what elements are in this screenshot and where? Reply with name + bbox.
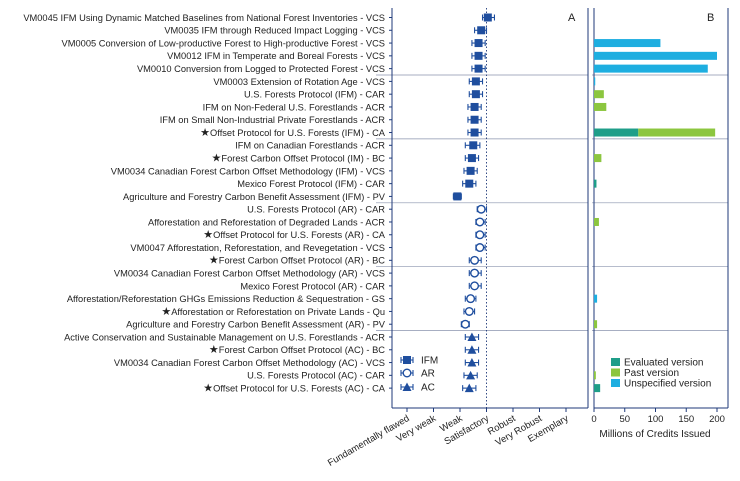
row-label: ★Offset Protocol for U.S. Forests (AC) -… — [203, 383, 386, 395]
legend-swatch — [611, 379, 620, 387]
panel-b-x-tick-label: 50 — [619, 414, 630, 425]
bar-past — [594, 154, 602, 163]
bar-evaluated — [594, 179, 597, 188]
ar-marker — [470, 281, 480, 291]
ar-marker — [470, 268, 480, 278]
bar-past — [594, 102, 607, 111]
ifm-marker — [470, 102, 479, 111]
legend-label: IFM — [421, 356, 438, 367]
ifm-marker — [471, 77, 480, 86]
row-label: Afforestation and Reforestation of Degra… — [148, 217, 385, 227]
bar-unspecified — [594, 51, 717, 60]
ifm-marker — [474, 39, 483, 48]
row-label: VM0003 Extension of Rotation Age - VCS — [213, 77, 385, 87]
ifm-marker — [467, 154, 476, 163]
row-label: Afforestation/Reforestation GHGs Emissio… — [67, 294, 385, 304]
ac-marker — [467, 345, 477, 354]
row-label: Agriculture and Forestry Carbon Benefit … — [126, 320, 386, 330]
ifm-marker — [465, 179, 474, 188]
row-label: VM0034 Canadian Forest Carbon Offset Met… — [114, 358, 385, 368]
legend-label: AR — [421, 369, 435, 380]
row-label: VM0005 Conversion of Low-productive Fore… — [62, 38, 385, 48]
ifm-marker — [474, 51, 483, 60]
legend-ac-marker — [402, 382, 412, 391]
ac-marker — [467, 358, 477, 367]
ar-marker — [475, 230, 485, 240]
row-label: VM0012 IFM in Temperate and Boreal Fores… — [167, 51, 385, 61]
legend-label: Evaluated version — [624, 358, 704, 369]
panel-b-letter: B — [707, 12, 714, 24]
legend-label: AC — [421, 383, 435, 394]
row-label: VM0034 Canadian Forest Carbon Offset Met… — [111, 166, 385, 176]
ar-marker — [464, 306, 474, 316]
legend-label: Unspecified version — [624, 379, 711, 390]
ifm-marker — [483, 13, 492, 22]
ifm-marker — [469, 141, 478, 150]
row-label: VM0047 Afforestation, Reforestation, and… — [130, 243, 385, 253]
ac-marker — [467, 332, 477, 341]
ar-marker — [460, 319, 470, 329]
bar-past — [594, 217, 599, 226]
ifm-marker — [470, 115, 479, 124]
ifm-marker — [471, 90, 480, 99]
row-label: U.S. Forests Protocol (AC) - CAR — [247, 371, 385, 381]
legend-ar-marker — [402, 368, 412, 378]
ac-marker — [464, 383, 474, 393]
row-label: VM0010 Conversion from Logged to Protect… — [137, 64, 385, 74]
panel-b-x-tick-label: 0 — [591, 414, 596, 425]
ar-marker — [470, 255, 480, 265]
row-label: Mexico Forest Protocol (AR) - CAR — [240, 281, 385, 291]
bar-past — [638, 128, 716, 137]
panel-b-x-tick-label: 100 — [648, 414, 664, 425]
ifm-marker — [453, 192, 462, 201]
row-label: Active Conservation and Sustainable Mana… — [64, 332, 385, 342]
ar-marker — [475, 217, 485, 227]
row-label: ★Forest Carbon Offset Protocol (IM) - BC — [212, 152, 386, 164]
bar-evaluated — [594, 384, 601, 393]
bar-past — [594, 371, 596, 380]
panel-b-x-tick-label: 200 — [709, 414, 725, 425]
bar-past — [594, 90, 604, 99]
ifm-marker — [466, 166, 475, 175]
panel-b-x-axis-title: Millions of Credits Issued — [599, 429, 710, 440]
panel-a-letter: A — [568, 12, 576, 24]
ifm-marker — [470, 128, 479, 137]
legend-ifm-marker — [403, 356, 411, 364]
row-label: VM0034 Canadian Forest Carbon Offset Met… — [114, 269, 385, 279]
bar-unspecified — [594, 39, 661, 48]
row-label: VM0045 IFM Using Dynamic Matched Baselin… — [23, 13, 385, 23]
ifm-marker — [474, 64, 483, 73]
row-label: ★Forest Carbon Offset Protocol (AC) - BC — [209, 344, 385, 356]
row-label: IFM on Non-Federal U.S. Forestlands - AC… — [203, 102, 386, 112]
row-label: ★Afforestation or Reforestation on Priva… — [161, 306, 385, 318]
bar-unspecified — [594, 294, 598, 303]
bar-unspecified — [594, 77, 596, 86]
row-label: IFM on Canadian Forestlands - ACR — [235, 141, 385, 151]
row-label: ★Forest Carbon Offset Protocol (AR) - BC — [209, 255, 385, 267]
row-label: VM0035 IFM through Reduced Impact Loggin… — [164, 26, 385, 36]
bar-unspecified — [594, 64, 708, 73]
row-label: ★Offset Protocol for U.S. Forests (IFM) … — [200, 127, 386, 139]
ifm-marker — [477, 26, 486, 35]
ar-marker — [476, 204, 486, 214]
ar-marker — [466, 294, 476, 304]
legend-swatch — [611, 368, 620, 377]
row-label: IFM on Small Non-Industrial Private Fore… — [160, 115, 386, 125]
legend-label: Past version — [624, 368, 679, 379]
bar-evaluated — [594, 128, 639, 137]
row-label: U.S. Forests Protocol (IFM) - CAR — [244, 90, 385, 100]
panel-b-x-tick-label: 150 — [678, 414, 694, 425]
row-label: U.S. Forests Protocol (AR) - CAR — [247, 205, 385, 215]
row-label: ★Offset Protocol for U.S. Forests (AR) -… — [203, 229, 386, 241]
ac-marker — [466, 370, 476, 380]
bar-past — [594, 320, 598, 329]
row-label: Agriculture and Forestry Carbon Benefit … — [123, 192, 386, 202]
row-label: Mexico Forest Protocol (IFM) - CAR — [237, 179, 385, 189]
legend-swatch — [611, 358, 620, 366]
ar-marker — [475, 243, 485, 253]
